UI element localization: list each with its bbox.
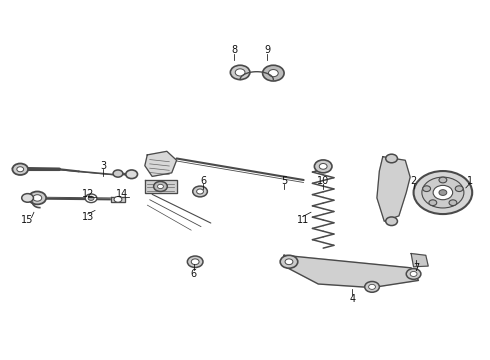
Text: 9: 9 [264, 45, 270, 55]
Circle shape [113, 170, 123, 177]
Circle shape [114, 197, 122, 202]
Circle shape [449, 200, 457, 206]
Text: 6: 6 [191, 269, 197, 279]
Text: 11: 11 [296, 215, 309, 225]
Polygon shape [145, 151, 176, 176]
Circle shape [439, 177, 447, 183]
Text: 8: 8 [231, 45, 237, 55]
Circle shape [28, 192, 46, 204]
Circle shape [196, 189, 203, 194]
Circle shape [429, 200, 437, 206]
Circle shape [263, 65, 284, 81]
Text: 13: 13 [81, 212, 94, 221]
Circle shape [410, 271, 417, 276]
Polygon shape [411, 253, 428, 267]
Circle shape [423, 186, 431, 192]
Text: 1: 1 [466, 176, 473, 186]
Circle shape [368, 284, 375, 289]
Polygon shape [111, 197, 125, 202]
Circle shape [365, 282, 379, 292]
Circle shape [319, 163, 327, 169]
Circle shape [193, 186, 207, 197]
Circle shape [12, 163, 28, 175]
Text: 5: 5 [281, 176, 287, 186]
Circle shape [406, 269, 421, 279]
Circle shape [280, 255, 298, 268]
Circle shape [386, 154, 397, 163]
Circle shape [235, 69, 245, 76]
Circle shape [285, 259, 293, 265]
Circle shape [439, 190, 447, 195]
Text: 4: 4 [349, 294, 356, 304]
Text: 12: 12 [81, 189, 94, 199]
Circle shape [414, 171, 472, 214]
Text: 3: 3 [100, 161, 106, 171]
Circle shape [187, 256, 203, 267]
Circle shape [88, 196, 94, 201]
Circle shape [455, 186, 463, 192]
Circle shape [269, 69, 278, 77]
Circle shape [433, 185, 453, 200]
Text: 15: 15 [22, 215, 34, 225]
Circle shape [191, 259, 199, 265]
Circle shape [154, 181, 167, 192]
Circle shape [230, 65, 250, 80]
Text: 7: 7 [413, 263, 419, 273]
Text: 14: 14 [116, 189, 128, 199]
Circle shape [85, 194, 97, 203]
Text: 2: 2 [411, 176, 416, 186]
Circle shape [126, 170, 138, 179]
Circle shape [422, 177, 464, 208]
Text: 10: 10 [317, 176, 329, 186]
Circle shape [17, 167, 24, 172]
Polygon shape [377, 157, 410, 221]
Polygon shape [145, 180, 176, 193]
Circle shape [33, 195, 42, 201]
Circle shape [386, 217, 397, 226]
Circle shape [315, 160, 332, 173]
Text: 6: 6 [200, 176, 206, 186]
Polygon shape [284, 255, 418, 288]
Circle shape [22, 194, 33, 202]
Circle shape [158, 184, 163, 189]
